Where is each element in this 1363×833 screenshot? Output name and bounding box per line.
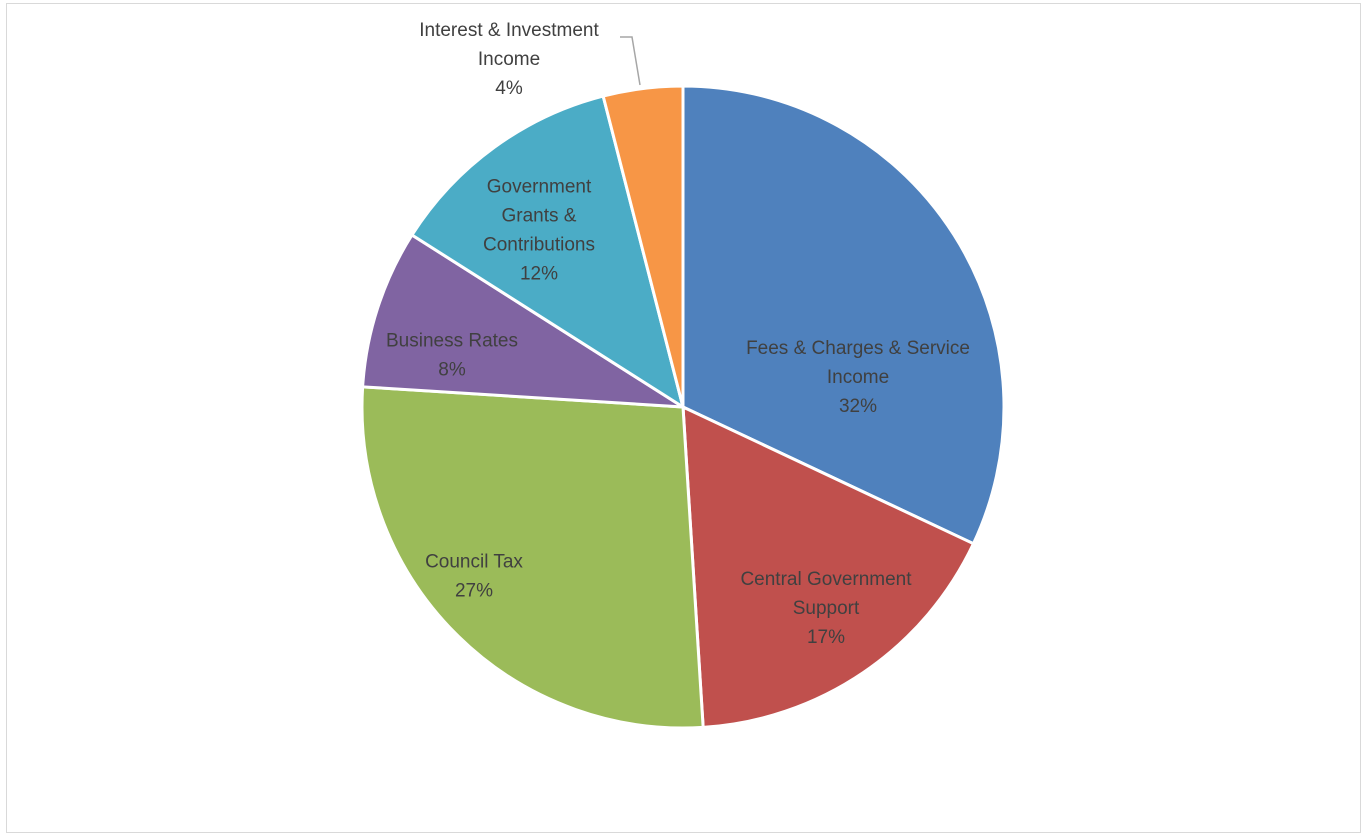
slice-percent-label: 4% [495,78,523,99]
leader-lines [620,36,641,86]
slice-label-interest-and-investment-income: Interest & Investment Income 4% [419,20,599,99]
slice-category-label: Income [827,367,889,388]
slice-category-label: Government [487,177,592,198]
pie-slices [360,84,1006,730]
pie-slice-government-grants-and-contributions [409,94,686,411]
pie-slice-council-tax [360,385,705,730]
slice-labels: Fees & Charges & Service Income 32% Central… [386,20,970,648]
pie-slice-central-government-support [681,404,976,729]
slice-percent-label: 8% [438,360,466,381]
slice-category-label: Support [793,598,860,619]
slice-percent-label: 32% [839,396,877,417]
slice-label-central-government-support: Central Government Support 17% [740,569,912,648]
slice-label-fees-and-charges-and-service-income: Fees & Charges & Service Income 32% [746,338,970,417]
pie-slice-fees-and-charges-and-service-income [681,84,1006,546]
slice-category-label: Central Government [740,569,912,590]
slice-percent-label: 17% [807,627,845,648]
slice-percent-label: 12% [520,264,558,285]
slice-category-label: Grants & [502,206,577,227]
slice-category-label: Business Rates [386,331,518,352]
pie-slice-interest-and-investment-income [601,84,685,408]
slice-category-label: Income [478,49,540,70]
slice-label-business-rates: Business Rates 8% [386,331,518,381]
slice-label-government-grants-and-contributions: Government Grants & Contributions 12% [483,177,595,285]
slice-category-label: Fees & Charges & Service [746,338,970,359]
slice-label-council-tax: Council Tax 27% [425,552,523,602]
pie-chart: Fees & Charges & Service Income 32% Central… [360,20,1006,730]
pie-slice-business-rates [361,232,684,409]
slice-category-label: Council Tax [425,552,523,573]
slice-percent-label: 27% [455,581,493,602]
leader-line-interest-and-investment-income [620,36,641,86]
slice-category-label: Contributions [483,235,595,256]
slice-category-label: Interest & Investment [419,20,599,41]
